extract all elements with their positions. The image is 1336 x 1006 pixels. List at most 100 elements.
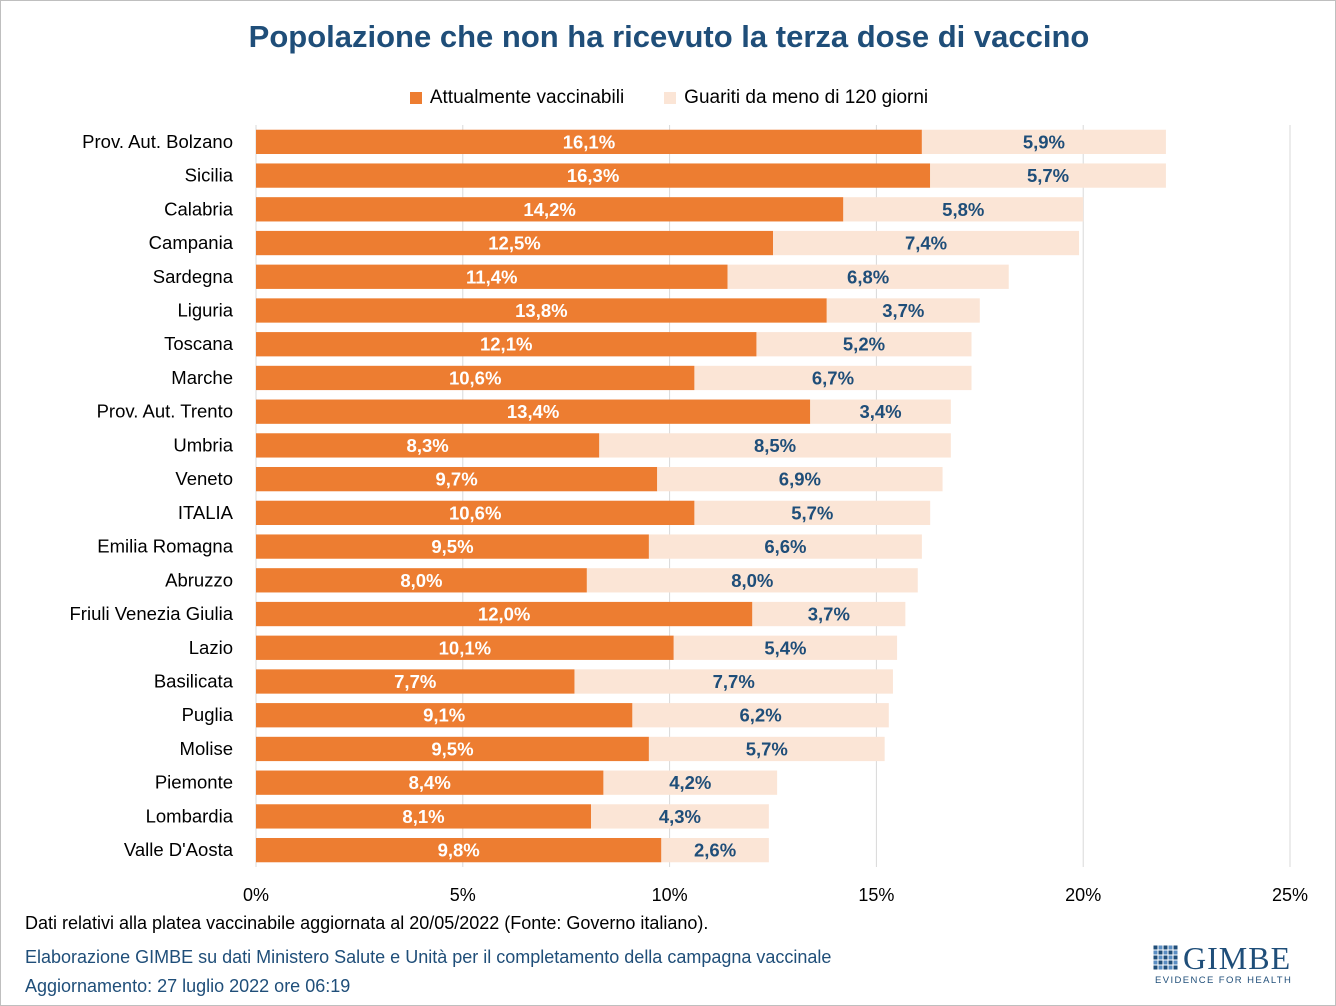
logo-grid-cell bbox=[1158, 960, 1163, 965]
data-label: 10,1% bbox=[439, 637, 491, 658]
bar-attualmente-vaccinabili bbox=[256, 601, 753, 627]
data-label: 6,8% bbox=[847, 266, 889, 287]
bar-guariti bbox=[752, 601, 906, 627]
bar-attualmente-vaccinabili bbox=[256, 568, 587, 593]
bar-attualmente-vaccinabili bbox=[256, 669, 575, 694]
x-tick-label: 20% bbox=[1065, 885, 1101, 905]
category-label: Abruzzo bbox=[165, 569, 233, 590]
data-label: 5,2% bbox=[843, 334, 885, 355]
bar-attualmente-vaccinabili bbox=[256, 433, 600, 458]
data-label: 9,5% bbox=[431, 536, 473, 557]
x-tick-label: 15% bbox=[858, 885, 894, 905]
bar-attualmente-vaccinabili bbox=[256, 197, 844, 222]
bar-guariti bbox=[727, 264, 1009, 289]
logo-grid-cell bbox=[1153, 950, 1158, 955]
data-label: 16,3% bbox=[567, 165, 619, 186]
data-label: 9,8% bbox=[438, 840, 480, 861]
data-label: 13,8% bbox=[515, 300, 567, 321]
data-label: 11,4% bbox=[466, 266, 517, 287]
x-tick-label: 5% bbox=[450, 885, 476, 905]
bar-attualmente-vaccinabili bbox=[256, 365, 695, 391]
bar-attualmente-vaccinabili bbox=[256, 129, 922, 155]
logo-grid-cell bbox=[1173, 950, 1178, 955]
logo-grid-cell bbox=[1168, 965, 1173, 970]
credit-line: Elaborazione GIMBE su dati Ministero Sal… bbox=[25, 947, 832, 967]
category-label: Basilicata bbox=[154, 671, 234, 692]
bar-attualmente-vaccinabili bbox=[256, 635, 674, 660]
bar-attualmente-vaccinabili bbox=[256, 804, 592, 829]
logo-grid-cell bbox=[1168, 945, 1173, 950]
data-label: 9,1% bbox=[423, 705, 465, 726]
data-label: 10,6% bbox=[449, 367, 501, 388]
legend-item-attualmente-vaccinabili: Attualmente vaccinabili bbox=[409, 87, 624, 109]
legend-swatch-guariti bbox=[664, 92, 677, 104]
bar-guariti bbox=[810, 399, 951, 424]
bar-attualmente-vaccinabili bbox=[256, 399, 811, 424]
logo-grid-cell bbox=[1163, 950, 1168, 955]
logo-grid-cell bbox=[1173, 960, 1178, 965]
bar-attualmente-vaccinabili bbox=[256, 466, 658, 492]
gimbe-logo: GIMBE EVIDENCE FOR HEALTH bbox=[1153, 941, 1293, 991]
bar-attualmente-vaccinabili bbox=[256, 332, 757, 357]
data-label: 3,4% bbox=[859, 401, 901, 422]
category-label: Emilia Romagna bbox=[97, 536, 233, 557]
logo-grid-cell bbox=[1168, 955, 1173, 960]
bar-guariti bbox=[673, 635, 898, 660]
bar-attualmente-vaccinabili bbox=[256, 163, 931, 188]
bar-guariti bbox=[756, 332, 972, 357]
logo-grid-cell bbox=[1158, 955, 1163, 960]
data-label: 8,3% bbox=[407, 435, 449, 456]
logo-grid-cell bbox=[1153, 960, 1158, 965]
x-tick-label: 10% bbox=[652, 885, 688, 905]
logo-grid-cell bbox=[1163, 945, 1168, 950]
bar-attualmente-vaccinabili bbox=[256, 837, 662, 863]
logo-grid-cell bbox=[1168, 950, 1173, 955]
logo-grid-cell bbox=[1153, 965, 1158, 970]
logo-grid-cell bbox=[1163, 965, 1168, 970]
data-label: 13,4% bbox=[507, 401, 559, 422]
data-label: 5,7% bbox=[746, 738, 788, 759]
logo-grid-cell bbox=[1158, 965, 1163, 970]
logo-grid-cell bbox=[1173, 955, 1178, 960]
chart-title: Popolazione che non ha ricevuto la terza… bbox=[248, 19, 1090, 54]
x-tick-label: 0% bbox=[243, 885, 269, 905]
chart-legend: Attualmente vaccinabili Guariti da meno … bbox=[1, 87, 1336, 109]
logo-grid-cell bbox=[1153, 945, 1158, 950]
data-label: 6,6% bbox=[764, 536, 806, 557]
data-label: 7,7% bbox=[394, 671, 436, 692]
data-label: 9,5% bbox=[431, 738, 473, 759]
data-label: 8,4% bbox=[409, 772, 451, 793]
category-label: Sardegna bbox=[153, 266, 234, 287]
logo-grid-cell bbox=[1168, 960, 1173, 965]
bar-guariti bbox=[599, 433, 951, 458]
category-label: Liguria bbox=[177, 300, 233, 321]
logo-grid-cell bbox=[1163, 955, 1168, 960]
bar-attualmente-vaccinabili bbox=[256, 770, 604, 795]
data-label: 8,1% bbox=[402, 806, 444, 827]
data-label: 6,9% bbox=[779, 469, 821, 490]
category-label: Campania bbox=[149, 232, 234, 253]
logo-grid-cell bbox=[1158, 950, 1163, 955]
data-label: 3,7% bbox=[882, 300, 924, 321]
data-label: 6,2% bbox=[740, 705, 782, 726]
bar-attualmente-vaccinabili bbox=[256, 298, 827, 323]
bar-guariti bbox=[773, 230, 1080, 256]
footnote: Dati relativi alla platea vaccinabile ag… bbox=[25, 913, 709, 933]
bar-attualmente-vaccinabili bbox=[256, 534, 649, 559]
update-timestamp: Aggiornamento: 27 luglio 2022 ore 06:19 bbox=[25, 976, 351, 996]
data-label: 5,7% bbox=[791, 502, 833, 523]
bar-guariti bbox=[648, 736, 885, 762]
category-label: Lombardia bbox=[146, 805, 234, 826]
bar-attualmente-vaccinabili bbox=[256, 736, 649, 762]
bar-guariti bbox=[574, 669, 893, 694]
category-label: Veneto bbox=[175, 468, 233, 489]
legend-swatch-attualmente-vaccinabili bbox=[409, 92, 422, 104]
data-label: 2,6% bbox=[694, 840, 736, 861]
data-label: 16,1% bbox=[563, 131, 615, 152]
bar-guariti bbox=[632, 703, 889, 728]
data-label: 4,3% bbox=[659, 806, 701, 827]
category-label: Piemonte bbox=[155, 772, 233, 793]
bar-guariti bbox=[657, 466, 943, 492]
bar-attualmente-vaccinabili bbox=[256, 703, 633, 728]
